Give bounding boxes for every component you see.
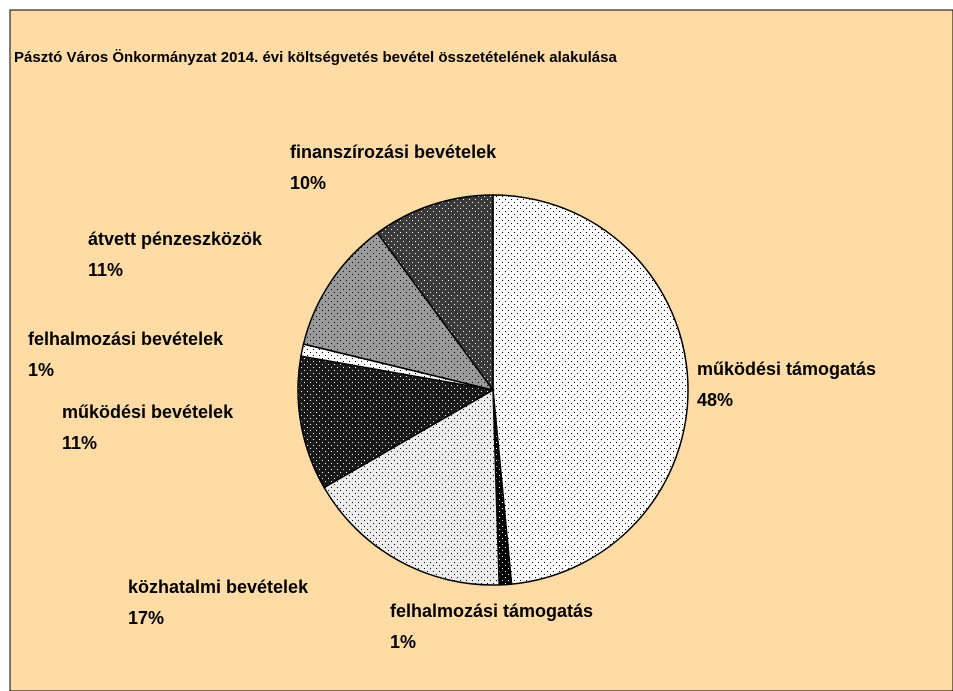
- pie-slice: [297, 355, 496, 489]
- slice-label: felhalmozási támogatás: [390, 601, 593, 621]
- slice-label: finanszírozási bevételek: [290, 142, 497, 162]
- pie-slice: [302, 231, 495, 392]
- slice-label: működési támogatás: [697, 359, 876, 379]
- slice-label: felhalmozási bevételek: [28, 329, 224, 349]
- pie-slice: [492, 194, 689, 585]
- pie-slice: [323, 388, 500, 586]
- pie-slice: [376, 194, 494, 393]
- slice-value-label: 10%: [290, 173, 326, 193]
- slice-label: működési bevételek: [62, 402, 234, 422]
- slice-label: közhatalmi bevételek: [128, 577, 309, 597]
- slice-label: átvett pénzeszközök: [88, 229, 263, 249]
- slice-value-label: 1%: [28, 360, 54, 380]
- slice-value-label: 11%: [62, 433, 97, 453]
- slice-value-label: 1%: [390, 632, 416, 652]
- slice-value-label: 11%: [88, 260, 123, 280]
- slice-value-label: 17%: [128, 608, 164, 628]
- chart-title: Pásztó Város Önkormányzat 2014. évi költ…: [14, 49, 617, 66]
- slice-value-label: 48%: [697, 390, 733, 410]
